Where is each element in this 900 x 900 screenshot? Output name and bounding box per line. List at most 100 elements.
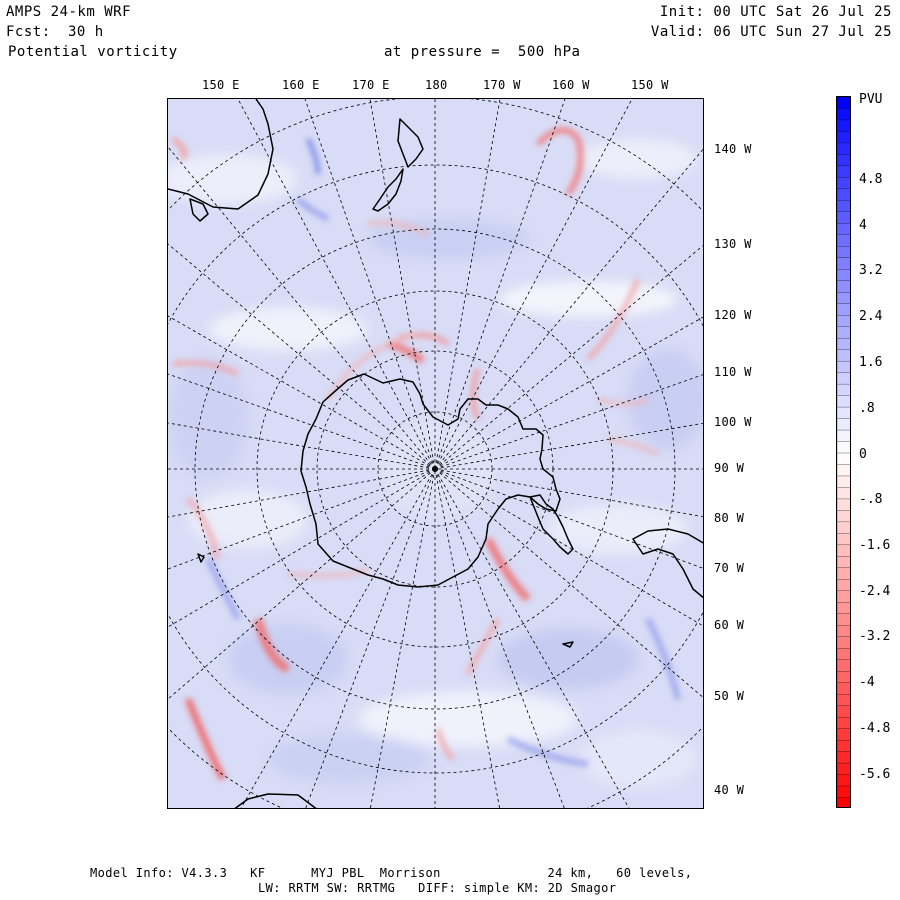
colorbar-segment xyxy=(837,785,850,799)
forecast-hour: 30 h xyxy=(68,24,104,40)
colorbar-segment xyxy=(837,326,850,339)
colorbar-segment xyxy=(837,716,850,730)
model-info-line-2: LW: RRTM SW: RRTMG DIFF: simple KM: 2D S… xyxy=(258,881,617,895)
positive-pv-streaks xyxy=(205,137,681,767)
lon-label-100w: 100 W xyxy=(714,415,752,429)
colorbar-segment xyxy=(837,498,850,512)
lon-label-50w: 50 W xyxy=(714,689,745,703)
init-time: Init: 00 UTC Sat 26 Jul 25 xyxy=(659,4,892,20)
colorbar-segment xyxy=(837,510,850,523)
colorbar-segment xyxy=(837,395,850,408)
colorbar-tick-label: -3.2 xyxy=(859,629,891,644)
colorbar-tick-label: 2.4 xyxy=(859,309,883,324)
colorbar-segment xyxy=(837,360,850,374)
colorbar-tick-label: 4 xyxy=(859,218,867,233)
africa-coast xyxy=(234,793,317,808)
colorbar-segment xyxy=(837,590,850,603)
colorbar-segment xyxy=(837,200,850,213)
colorbar-segment xyxy=(837,280,850,293)
colorbar-segment xyxy=(837,567,850,580)
antarctic-peninsula xyxy=(529,494,574,555)
colorbar-segment xyxy=(837,315,850,328)
colorbar-tick-label: 0 xyxy=(859,447,867,462)
colorbar-segment xyxy=(837,579,850,592)
colorbar-segment xyxy=(837,762,850,776)
colorbar-segment xyxy=(837,441,850,454)
colorbar-tick-label: -5.6 xyxy=(859,767,891,782)
colorbar-segment xyxy=(837,487,850,500)
colorbar-tick-label: -.8 xyxy=(859,492,883,507)
colorbar-segment xyxy=(837,521,850,535)
tasmania xyxy=(189,198,209,222)
colorbar-tick-label: 1.6 xyxy=(859,355,883,370)
colorbar-segment xyxy=(837,671,850,684)
lon-label-40w: 40 W xyxy=(714,783,745,797)
lon-label-90w: 90 W xyxy=(714,461,745,475)
colorbar-segment xyxy=(837,223,850,236)
colorbar-tick-label: -4 xyxy=(859,675,875,690)
colorbar-segment xyxy=(837,188,850,202)
lon-label-180: 180 xyxy=(425,78,448,92)
australia-coast xyxy=(168,99,274,210)
colorbar-tick-label: -4.8 xyxy=(859,721,891,736)
new-zealand-north xyxy=(397,118,424,168)
lon-label-170w: 170 W xyxy=(483,78,521,92)
colorbar-segment xyxy=(837,556,850,569)
colorbar-segment xyxy=(837,292,850,305)
field-name: Potential vorticity xyxy=(8,44,178,60)
colorbar-segment xyxy=(837,131,850,144)
colorbar-tick-label: -1.6 xyxy=(859,538,891,553)
colorbar-segment xyxy=(837,602,850,615)
pv-colorbar xyxy=(836,96,851,808)
colorbar-segment xyxy=(837,119,850,133)
colorbar-segment xyxy=(837,429,850,443)
colorbar-segment xyxy=(837,774,850,787)
lon-label-160e: 160 E xyxy=(282,78,320,92)
pv-texture xyxy=(168,139,703,789)
colorbar-segment xyxy=(837,234,850,247)
lon-label-120w: 120 W xyxy=(714,308,752,322)
colorbar-segment xyxy=(837,613,850,626)
colorbar-tick-label: -2.4 xyxy=(859,584,891,599)
colorbar-segment xyxy=(837,659,850,672)
colorbar-segment xyxy=(837,797,850,807)
forecast-label: Fcst: xyxy=(6,24,51,40)
colorbar-segment xyxy=(837,303,850,316)
colorbar-segment xyxy=(837,739,850,753)
colorbar-segment xyxy=(837,464,850,477)
colorbar-segment xyxy=(837,383,850,397)
colorbar-segment xyxy=(837,177,850,190)
colorbar-segment xyxy=(837,108,850,121)
colorbar-segment xyxy=(837,694,850,707)
colorbar-segment xyxy=(837,372,850,385)
colorbar-unit: PVU xyxy=(859,92,883,107)
colorbar-segment xyxy=(837,418,850,431)
south-georgia xyxy=(562,641,574,648)
lon-label-80w: 80 W xyxy=(714,511,745,525)
colorbar-segment xyxy=(837,246,850,259)
colorbar-segment xyxy=(837,154,850,167)
colorbar-segment xyxy=(837,682,850,695)
colorbar-tick-label: .8 xyxy=(859,401,875,416)
colorbar-segment xyxy=(837,751,850,764)
lon-label-130w: 130 W xyxy=(714,237,752,251)
lon-label-60w: 60 W xyxy=(714,618,745,632)
kerguelen xyxy=(197,553,205,563)
colorbar-segment xyxy=(837,269,850,282)
colorbar-segment xyxy=(837,97,850,110)
pressure-level: at pressure = 500 hPa xyxy=(384,44,581,60)
lon-label-70w: 70 W xyxy=(714,561,745,575)
pv-field-svg xyxy=(168,99,703,808)
valid-time: Valid: 06 UTC Sun 27 Jul 25 xyxy=(650,24,892,40)
colorbar-segment xyxy=(837,533,850,546)
colorbar-tick-label: 4.8 xyxy=(859,172,883,187)
model-title: AMPS 24-km WRF xyxy=(6,4,132,20)
colorbar-segment xyxy=(837,544,850,557)
lon-label-150e: 150 E xyxy=(202,78,240,92)
new-zealand-south xyxy=(372,168,404,212)
colorbar-segment xyxy=(837,349,850,362)
colorbar-segment xyxy=(837,142,850,156)
colorbar-segment xyxy=(837,165,850,179)
colorbar-tick-label: 3.2 xyxy=(859,263,883,278)
coastlines xyxy=(168,99,703,808)
